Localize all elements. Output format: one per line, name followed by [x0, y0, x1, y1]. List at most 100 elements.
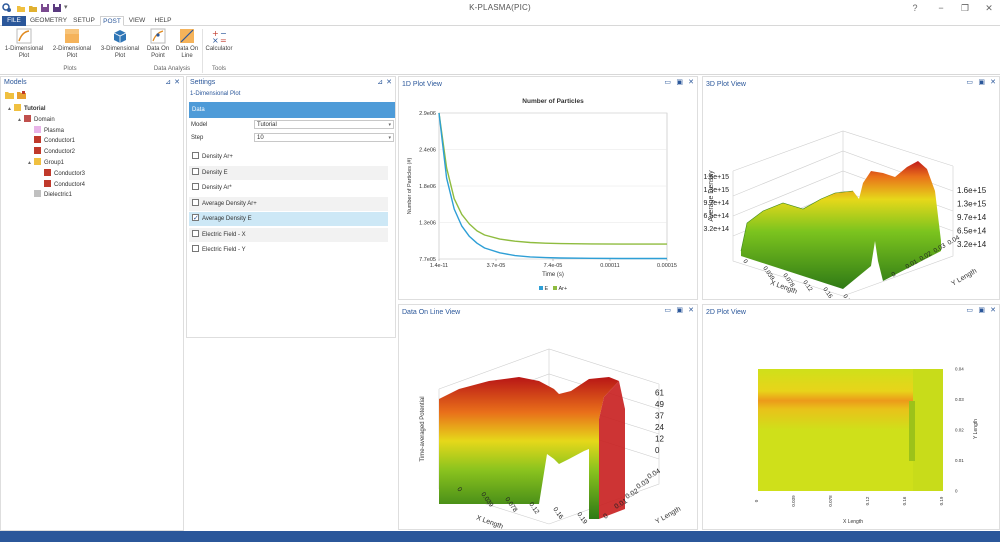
z-tick-label-right: 9.7e+14 [957, 213, 987, 222]
tab-file[interactable]: FILE [2, 16, 26, 26]
variable-label: Electric Field - X [202, 231, 246, 238]
data-section-header[interactable]: Data [189, 102, 395, 118]
y-tick-label: 0.02 [955, 428, 964, 433]
plot1d-panel: 1D Plot View ▭ ▣ ✕ Number of Particles 7.… [398, 76, 698, 300]
restore-icon[interactable]: ▭ [966, 307, 973, 314]
variable-checkbox[interactable] [192, 198, 199, 206]
variable-item[interactable]: Density E [189, 165, 388, 180]
calculator-icon: + − × = [211, 28, 227, 45]
restore-icon[interactable]: ▭ [664, 307, 671, 314]
maximize-icon[interactable]: ▣ [676, 307, 683, 314]
chevron-down-icon: ▾ [388, 135, 391, 141]
folder-icon[interactable] [5, 91, 14, 99]
app-title: K-PLASMA(PIC) [469, 3, 531, 12]
variable-checkbox[interactable] [192, 212, 199, 226]
data-on-point-label-2: Point [151, 53, 165, 59]
step-select[interactable]: 10 ▾ [254, 133, 394, 142]
x-tick-label: 0.19 [939, 496, 944, 505]
folder-icon[interactable] [28, 3, 38, 13]
expand-toggle-icon[interactable]: ▲ [7, 106, 12, 112]
particles-line-chart[interactable]: Number of Particles 7.7e05 1.3e06 1.8e06 2.4… [399, 91, 697, 299]
z-tick-label-right: 1.6e+15 [957, 186, 987, 195]
z-tick-label: 49 [655, 400, 664, 409]
x-tick-label: 0.19 [841, 294, 853, 299]
variable-label: Density Ar* [202, 185, 232, 191]
tree-item[interactable]: Conductor4 [37, 179, 85, 190]
variable-checkbox[interactable] [192, 183, 199, 190]
2d-plot-button[interactable]: 2-Dimensional Plot [50, 28, 94, 60]
tree-item[interactable]: Dielectric1 [27, 190, 72, 200]
tab-post[interactable]: POST [100, 16, 124, 26]
variable-checkbox[interactable] [192, 152, 199, 159]
heatmap-conductor [909, 401, 915, 461]
tree-item[interactable]: Plasma [27, 125, 64, 136]
customize-icon[interactable]: ▾ [64, 4, 68, 11]
tree-item[interactable]: ▲ Group1 [27, 158, 64, 168]
x-axis-label: Time (s) [542, 272, 564, 278]
variable-item[interactable]: Density Ar* [189, 181, 388, 195]
data-on-point-button[interactable]: Data On Point [144, 28, 172, 60]
maximize-icon[interactable]: ▣ [978, 307, 985, 314]
close-icon[interactable]: ✕ [688, 307, 694, 314]
help-button[interactable]: ? [912, 3, 918, 13]
tab-help[interactable]: HELP [154, 17, 172, 24]
tree-item-label: Dielectric1 [44, 192, 73, 199]
folder-open-icon[interactable] [16, 3, 26, 13]
variable-item[interactable]: Density Ar+ [189, 150, 388, 164]
close-button[interactable]: ✕ [985, 3, 993, 13]
variable-checkbox[interactable] [192, 167, 199, 175]
tab-view[interactable]: VIEW [128, 17, 146, 24]
calculator-button[interactable]: + − × = Calculator [204, 28, 234, 53]
variable-item[interactable]: Average Density Ar+ [189, 196, 388, 211]
variable-label: Average Density Ar+ [202, 200, 257, 207]
save-as-icon[interactable] [52, 3, 62, 13]
variable-checkbox[interactable] [192, 245, 199, 252]
2d-plot-label-2: Plot [66, 53, 78, 59]
expand-toggle-icon[interactable]: ▲ [27, 160, 32, 166]
tree-item[interactable]: Conductor3 [37, 168, 85, 179]
variable-checkbox[interactable] [192, 229, 199, 237]
app-logo-icon[interactable] [2, 3, 12, 13]
restore-icon[interactable]: ▭ [966, 79, 973, 86]
close-icon[interactable]: ✕ [386, 79, 392, 86]
1d-plot-button[interactable]: 1-Dimensional Plot [2, 28, 46, 60]
variable-item[interactable]: Electric Field - Y [189, 243, 388, 257]
svg-text:−: − [220, 29, 227, 38]
close-icon[interactable]: ✕ [174, 79, 180, 86]
new-folder-icon[interactable] [17, 91, 26, 99]
expand-toggle-icon[interactable]: ▲ [17, 116, 22, 123]
variable-item[interactable]: Electric Field - X [189, 227, 388, 242]
close-icon[interactable]: ✕ [990, 79, 996, 86]
variable-item[interactable]: Average Density E [189, 212, 388, 226]
tab-setup[interactable]: SETUP [73, 17, 95, 24]
tree-item[interactable]: Conductor1 [27, 136, 75, 146]
close-icon[interactable]: ✕ [990, 307, 996, 314]
restore-icon[interactable]: ▭ [664, 79, 671, 86]
node-icon [24, 114, 31, 122]
data-on-line-label-2: Line [181, 53, 193, 59]
pin-icon[interactable]: ⊿ [377, 79, 383, 86]
tree-item[interactable]: Conductor2 [27, 147, 75, 157]
pin-icon[interactable]: ⊿ [165, 79, 171, 86]
close-icon[interactable]: ✕ [688, 79, 694, 86]
variable-label: Density E [202, 169, 228, 176]
heatmap-2d[interactable]: 0 0.039 0.078 0.12 0.16 0.19 0 0.01 0.02 0.03 0.04… [703, 319, 999, 529]
3d-plot-button[interactable]: 3-Dimensional Plot [98, 28, 142, 60]
z-tick-label: 61 [655, 389, 664, 398]
maximize-icon[interactable]: ▣ [676, 79, 683, 86]
save-icon[interactable] [40, 3, 50, 13]
maximize-icon[interactable]: ▣ [978, 79, 985, 86]
minimize-button[interactable]: − [938, 3, 944, 13]
y-tick-label: 1.8e06 [419, 184, 436, 190]
tree-item[interactable]: ▲ Domain [17, 114, 55, 125]
dataline-panel: Data On Line View ▭ ▣ ✕ 0 12 24 37 49 61 0 0.03… [398, 304, 698, 530]
y-axis-label: Y Length [654, 506, 682, 526]
x-tick-label: 0.16 [902, 496, 907, 505]
tree-item[interactable]: ▲ Tutorial [7, 104, 46, 114]
tab-geometry[interactable]: GEOMETRY [30, 17, 68, 24]
maximize-button[interactable]: ❐ [960, 3, 970, 13]
density-surface-3d[interactable]: 3.2e+14 6.5e+14 9.7e+14 1.3e+15 1.6e+15 3.2e+… [703, 91, 999, 299]
data-on-line-button[interactable]: Data On Line [174, 28, 200, 60]
model-select[interactable]: Tutorial ▾ [254, 120, 394, 129]
